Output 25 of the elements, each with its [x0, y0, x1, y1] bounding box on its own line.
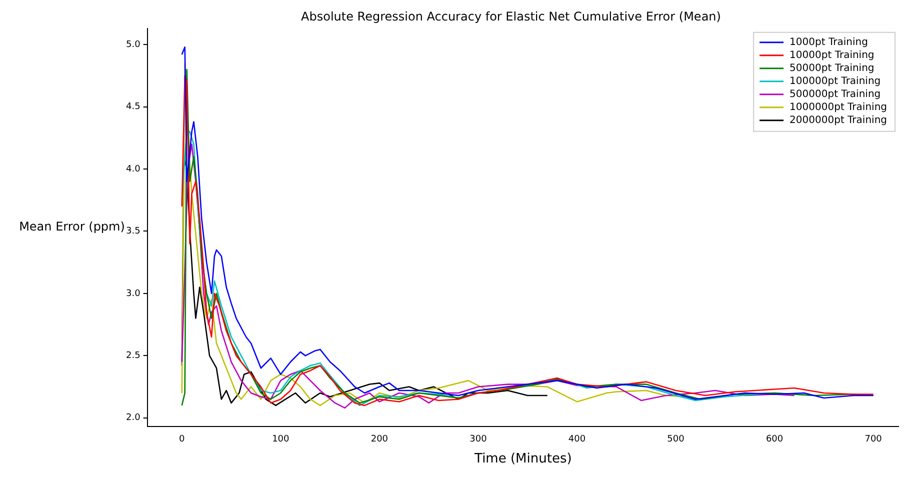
legend-label: 2000000pt Training — [790, 114, 888, 126]
x-axis-title: Time (Minutes) — [474, 452, 572, 467]
y-tick-label: 5.0 — [126, 40, 141, 50]
legend-label: 500000pt Training — [790, 88, 881, 100]
legend-label: 1000000pt Training — [790, 102, 888, 113]
legend-label: 100000pt Training — [790, 76, 881, 87]
y-axis-title: Mean Error (ppm) — [19, 220, 125, 234]
legend-label: 10000pt Training — [790, 50, 874, 61]
x-tick-label: 0 — [179, 434, 186, 444]
x-tick-label: 100 — [272, 434, 290, 444]
x-tick-label: 500 — [667, 434, 685, 444]
x-tick-label: 400 — [568, 434, 586, 444]
y-tick-label: 2.5 — [126, 351, 140, 362]
y-tick-label: 4.5 — [126, 102, 140, 112]
legend-label: 50000pt Training — [790, 62, 874, 74]
chart-title: Absolute Regression Accuracy for Elastic Net Cumulative Error (Mean) — [301, 9, 721, 24]
y-tick-label: 3.5 — [126, 226, 140, 237]
y-tick-label: 2.0 — [126, 413, 141, 424]
x-tick-label: 600 — [766, 434, 784, 444]
x-tick-label: 200 — [370, 434, 388, 444]
y-tick-label: 3.0 — [126, 288, 141, 299]
y-tick-label: 4.0 — [126, 164, 141, 174]
legend-label: 1000pt Training — [790, 36, 868, 48]
x-tick-label: 700 — [864, 434, 882, 444]
x-tick-label: 300 — [470, 434, 488, 444]
